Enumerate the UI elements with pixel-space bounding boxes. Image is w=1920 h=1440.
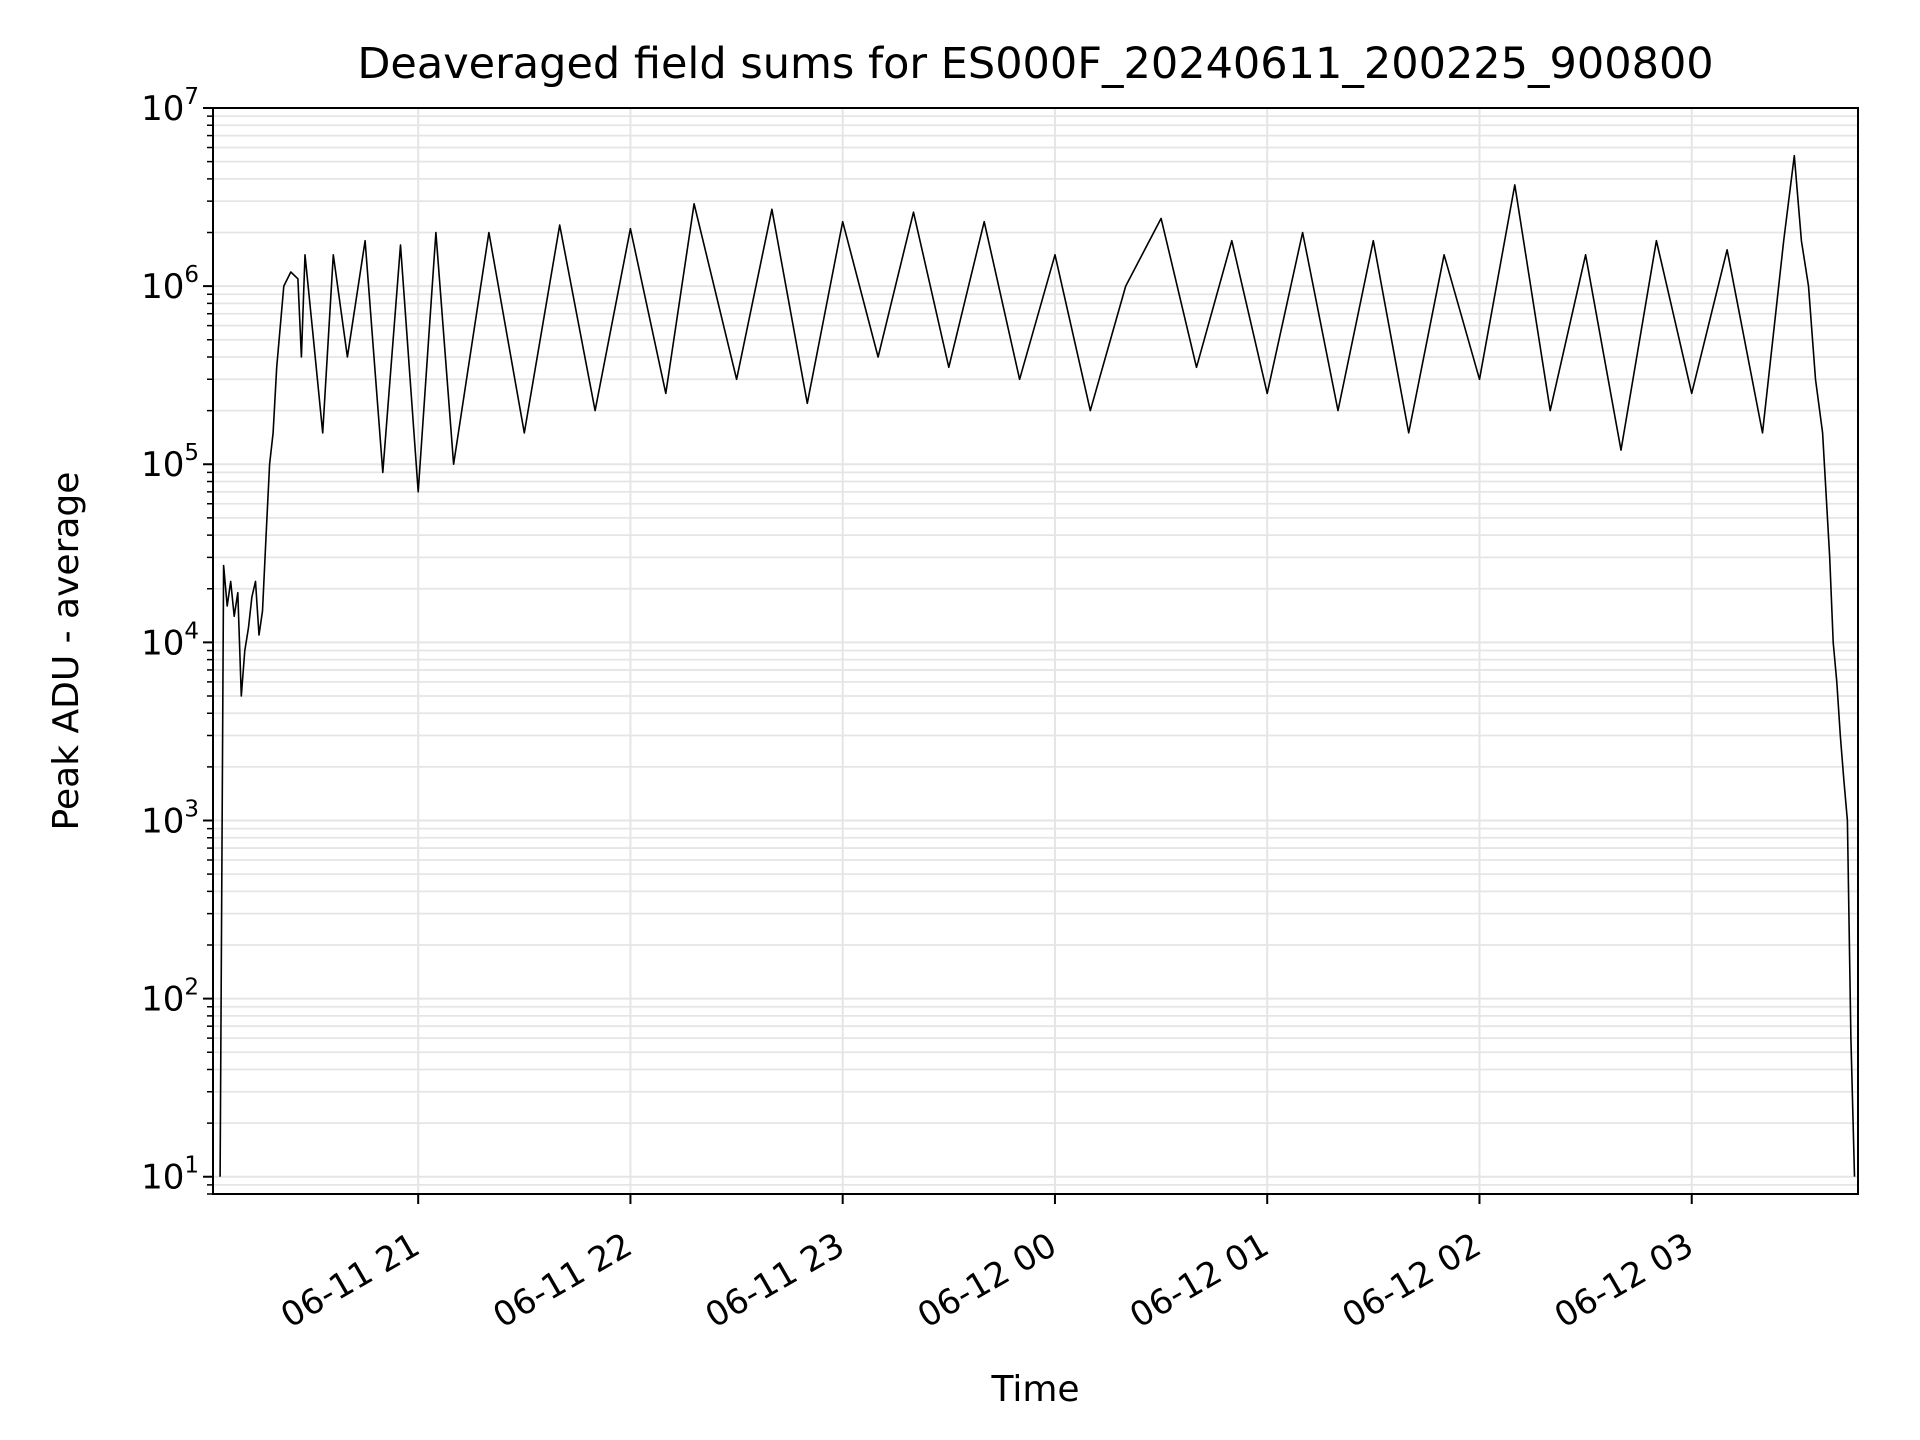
- y-tick-label: 105: [141, 440, 199, 485]
- chart-title: Deaveraged field sums for ES000F_2024061…: [357, 39, 1713, 89]
- grid: [213, 107, 1858, 1195]
- x-tick-label: 06-11 21: [274, 1225, 426, 1336]
- y-tick-label: 104: [141, 618, 199, 663]
- x-tick-label: 06-11 23: [699, 1225, 851, 1336]
- y-tick-label: 106: [141, 262, 199, 307]
- x-tick-label: 06-12 02: [1336, 1225, 1488, 1336]
- y-axis-label: Peak ADU - average: [46, 472, 87, 831]
- series-line: [219, 154, 1856, 1177]
- x-tick-label: 06-12 00: [911, 1225, 1063, 1336]
- y-tick-label: 101: [141, 1153, 199, 1198]
- y-tick-label: 107: [141, 84, 199, 129]
- y-tick-label: 102: [141, 975, 199, 1020]
- x-axis-label: Time: [990, 1369, 1079, 1410]
- y-tick-label: 103: [141, 796, 199, 841]
- x-tick-label: 06-12 03: [1548, 1225, 1700, 1336]
- x-tick-label: 06-11 22: [487, 1225, 639, 1336]
- x-tick-label: 06-12 01: [1123, 1225, 1275, 1336]
- series-layer: [219, 154, 1856, 1177]
